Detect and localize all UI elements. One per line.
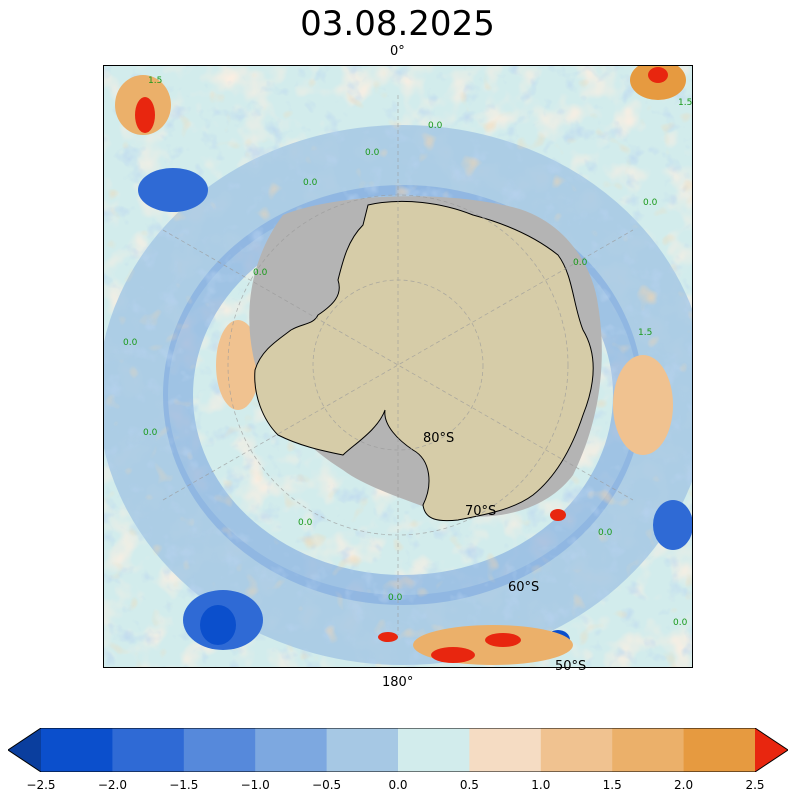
colorbar-extend-low [8, 728, 41, 772]
contour-label: 0.0 [298, 518, 313, 528]
contour-label: 1.5 [148, 76, 162, 86]
hot-anomaly-blob [378, 632, 398, 642]
latitude-label: 70°S [465, 504, 497, 519]
contour-label: 1.5 [638, 328, 652, 338]
colorbar-segment [255, 728, 328, 772]
cold-anomaly-blob [200, 605, 236, 645]
graticule [162, 95, 634, 635]
contour-label: 0.0 [365, 148, 380, 158]
contour-label: 0.0 [643, 198, 658, 208]
contour-label: 0.0 [598, 528, 613, 538]
latitude-label: 80°S [423, 431, 455, 446]
contour-label: 0.0 [388, 593, 403, 603]
colorbar-segment [41, 728, 113, 772]
contour-label: 0.0 [303, 178, 318, 188]
colorbar-segment [398, 728, 470, 772]
contour-label: 0.0 [428, 121, 443, 131]
colorbar-tick-label: −1.0 [240, 778, 270, 792]
colorbar-tick-label: −2.0 [97, 778, 127, 792]
colorbar-segment [112, 728, 185, 772]
colorbar-segment [683, 728, 756, 772]
colorbar-tick-label: −0.5 [312, 778, 342, 792]
colorbar-tick-label: 1.5 [602, 778, 622, 792]
warm-anomaly-blob [613, 355, 673, 455]
contour-label: 0.0 [573, 258, 588, 268]
contour-label: 0.0 [253, 268, 268, 278]
warm-anomaly-blob [216, 320, 260, 410]
hot-anomaly-blob [431, 647, 475, 663]
colorbar-tick-label: 2.5 [745, 778, 765, 792]
colorbar-segment [326, 728, 399, 772]
contour-label: 1.5 [678, 98, 692, 108]
latitude-label: 60°S [508, 580, 540, 595]
anomaly-map: 0.0 0.0 0.0 0.0 0.0 0.0 0.0 0.0 0.0 0.0 … [103, 65, 693, 668]
colorbar-tick-label: 2.0 [674, 778, 694, 792]
cold-anomaly-blob [138, 168, 208, 212]
colorbar-extend-high [755, 728, 788, 772]
hot-anomaly-blob [648, 67, 668, 83]
colorbar [8, 728, 788, 772]
colorbar-tick-label: −1.5 [169, 778, 199, 792]
contour-label: 0.0 [123, 338, 138, 348]
map-title: 03.08.2025 [300, 4, 495, 44]
colorbar-tick-label: 0.0 [388, 778, 408, 792]
colorbar-segment [183, 728, 256, 772]
colorbar-tick-label: −2.5 [26, 778, 56, 792]
colorbar-tick-label: 1.0 [531, 778, 551, 792]
contour-label: 0.0 [143, 428, 158, 438]
cold-anomaly-blob [653, 500, 693, 550]
hot-anomaly-blob [485, 633, 521, 647]
hot-anomaly-blob [135, 97, 155, 133]
longitude-label-top: 0° [390, 44, 405, 59]
colorbar-segment [540, 728, 613, 772]
antarctica-land [254, 200, 594, 522]
colorbar-segment [469, 728, 542, 772]
colorbar-segment [612, 728, 685, 772]
contour-labels: 0.0 0.0 0.0 0.0 0.0 0.0 0.0 0.0 0.0 0.0 … [123, 76, 692, 628]
contour-label: 0.0 [673, 618, 688, 628]
longitude-label-bottom: 180° [382, 675, 414, 690]
latitude-label: 50°S [555, 659, 587, 674]
colorbar-tick-label: 0.5 [459, 778, 479, 792]
hot-anomaly-blob [550, 509, 566, 521]
